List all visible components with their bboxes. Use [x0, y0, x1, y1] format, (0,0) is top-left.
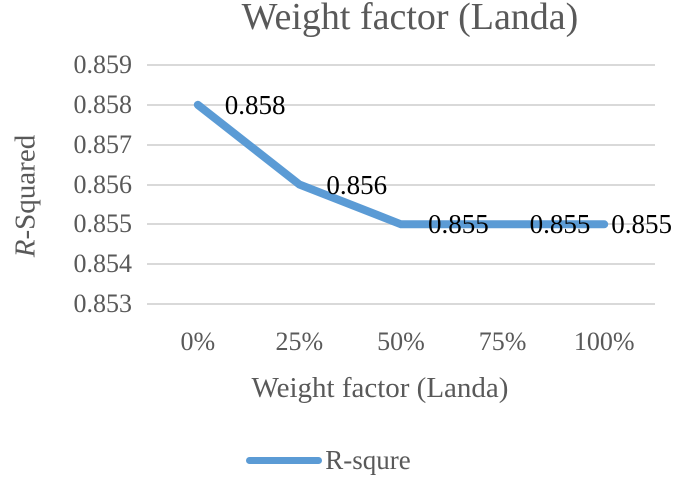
y-tick-label: 0.854: [73, 249, 133, 279]
series-line: [193, 100, 609, 229]
gridline: [147, 143, 655, 146]
gridline: [147, 183, 655, 186]
gridline: [147, 263, 655, 266]
data-label: 0.856: [326, 169, 388, 200]
x-tick-label: 25%: [275, 327, 324, 356]
x-tick-label: 0%: [180, 327, 216, 356]
y-tick-label: 0.857: [73, 129, 133, 159]
data-label: 0.855: [611, 209, 672, 240]
x-tick-label: 50%: [377, 327, 425, 356]
data-label: 0.855: [529, 209, 591, 240]
gridline: [147, 64, 655, 66]
x-axis-title: Weight factor (Landa): [251, 372, 509, 404]
y-tick-label: 0.853: [73, 289, 133, 318]
x-tick-label: 75%: [478, 327, 527, 356]
y-tick-label: 0.856: [73, 169, 133, 199]
y-tick-label: 0.859: [73, 50, 133, 79]
legend-line-swatch: [246, 456, 323, 464]
data-label: 0.858: [224, 89, 286, 120]
gridline: [147, 103, 655, 106]
legend: R-squre: [0, 444, 685, 476]
x-tick-label: 100%: [573, 327, 635, 356]
chart-title: Weight factor (Landa): [241, 0, 579, 38]
gridline: [147, 303, 655, 305]
data-label: 0.855: [428, 209, 489, 240]
legend-label: R-squre: [325, 444, 411, 475]
y-tick-label: 0.855: [73, 209, 133, 239]
y-tick-label: 0.858: [73, 89, 133, 119]
